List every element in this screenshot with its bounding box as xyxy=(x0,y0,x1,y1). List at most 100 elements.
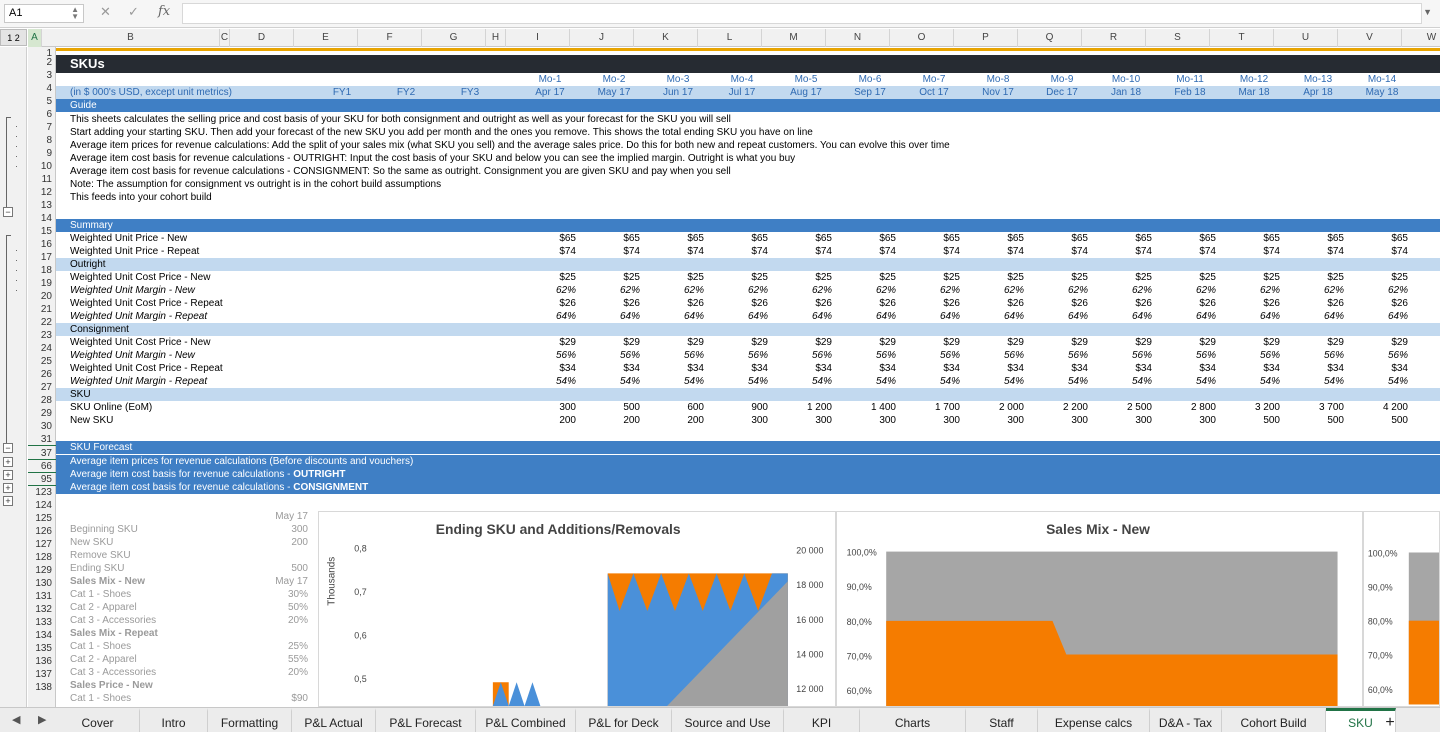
cell-value[interactable]: $29 xyxy=(559,337,576,348)
cell-value[interactable]: $74 xyxy=(1135,246,1152,257)
cell-value[interactable]: 64% xyxy=(811,311,832,322)
cell-value[interactable]: $26 xyxy=(559,298,576,309)
cell-value[interactable]: $65 xyxy=(1199,233,1216,244)
cell-value[interactable]: 900 xyxy=(751,402,768,413)
row-header-29[interactable]: 29 xyxy=(40,408,52,419)
cell-value[interactable]: 500 xyxy=(1263,415,1280,426)
row-header-5[interactable]: 5 xyxy=(46,96,52,107)
cell-value[interactable]: 1 700 xyxy=(934,402,960,413)
cell-value[interactable]: $34 xyxy=(751,363,768,374)
row-header-12[interactable]: 12 xyxy=(40,187,52,198)
cell-value[interactable]: 56% xyxy=(1003,350,1024,361)
sheet-tab[interactable]: Charts xyxy=(860,708,966,732)
cell-value[interactable]: $65 xyxy=(559,233,576,244)
row-header-66[interactable]: 66 xyxy=(28,460,56,473)
group-row-37[interactable]: Average item prices for revenue calculat… xyxy=(56,455,1440,468)
cell-value[interactable]: 56% xyxy=(1387,350,1408,361)
cell-value[interactable]: $65 xyxy=(751,233,768,244)
column-header-B[interactable]: B xyxy=(42,29,220,47)
cell-value[interactable]: $25 xyxy=(1391,272,1408,283)
row-header-26[interactable]: 26 xyxy=(40,369,52,380)
row-header-132[interactable]: 132 xyxy=(35,604,52,615)
cell-value[interactable]: $65 xyxy=(1391,233,1408,244)
column-header-J[interactable]: J xyxy=(570,29,634,47)
cell-value[interactable]: 54% xyxy=(1067,376,1088,387)
expand-group-button[interactable]: + xyxy=(3,457,13,467)
cell-value[interactable]: $74 xyxy=(623,246,640,257)
cell-value[interactable]: 64% xyxy=(1003,311,1024,322)
cell-value[interactable]: $65 xyxy=(1263,233,1280,244)
sheet-tab[interactable]: Intro xyxy=(140,708,208,732)
row-header-24[interactable]: 24 xyxy=(40,343,52,354)
cell-value[interactable]: $29 xyxy=(751,337,768,348)
expand-group-button[interactable]: + xyxy=(3,483,13,493)
cell-value[interactable]: 2 000 xyxy=(998,402,1024,413)
row-header-17[interactable]: 17 xyxy=(40,252,52,263)
sheet-tab[interactable]: Formatting xyxy=(208,708,292,732)
cell-value[interactable]: $25 xyxy=(1199,272,1216,283)
row-header-138[interactable]: 138 xyxy=(35,682,52,693)
cell-value[interactable]: 500 xyxy=(623,402,640,413)
worksheet-grid[interactable]: SKUs Mo-1 Mo-2 Mo-3 Mo-4 Mo-5 Mo-6 Mo-7 Mo-8 Mo-… xyxy=(56,47,1440,707)
cell-value[interactable]: $29 xyxy=(1135,337,1152,348)
cell-value[interactable]: 300 xyxy=(1199,415,1216,426)
cell-value[interactable]: $29 xyxy=(815,337,832,348)
cell-value[interactable]: 300 xyxy=(559,402,576,413)
row-header-21[interactable]: 21 xyxy=(40,304,52,315)
column-header-C[interactable]: C xyxy=(220,29,230,47)
cell-value[interactable]: 64% xyxy=(1067,311,1088,322)
cell-value[interactable]: 54% xyxy=(875,376,896,387)
add-sheet-button[interactable]: + xyxy=(1385,714,1395,731)
row-header-124[interactable]: 124 xyxy=(35,500,52,511)
chart-sales-mix-new[interactable]: Sales Mix - New 100,0% 90,0% 80,0% 70,0% 60,0… xyxy=(836,511,1363,707)
cell-value[interactable]: 54% xyxy=(1195,376,1216,387)
row-header-135[interactable]: 135 xyxy=(35,643,52,654)
cell-value[interactable]: $25 xyxy=(751,272,768,283)
cell-value[interactable]: 56% xyxy=(683,350,704,361)
cell-value[interactable]: $29 xyxy=(879,337,896,348)
cell-value[interactable]: 64% xyxy=(619,311,640,322)
cell-value[interactable]: 300 xyxy=(879,415,896,426)
column-header-Q[interactable]: Q xyxy=(1018,29,1082,47)
cell-value[interactable]: 54% xyxy=(1387,376,1408,387)
column-header-D[interactable]: D xyxy=(230,29,294,47)
row-header-95[interactable]: 95 xyxy=(28,473,56,486)
row-header-2[interactable]: 2 xyxy=(46,57,52,68)
row-header-125[interactable]: 125 xyxy=(35,513,52,524)
sheet-tab[interactable]: Staff xyxy=(966,708,1038,732)
cell-value[interactable]: 300 xyxy=(1071,415,1088,426)
row-header-10[interactable]: 10 xyxy=(40,161,52,172)
cell-value[interactable]: $74 xyxy=(1391,246,1408,257)
column-header-A[interactable]: A xyxy=(28,29,42,47)
cell-value[interactable]: 62% xyxy=(1387,285,1408,296)
row-header-127[interactable]: 127 xyxy=(35,539,52,550)
collapse-group-button[interactable]: − xyxy=(3,207,13,217)
cell-value[interactable]: 62% xyxy=(1067,285,1088,296)
cell-value[interactable]: 300 xyxy=(1007,415,1024,426)
cell-value[interactable]: $34 xyxy=(1391,363,1408,374)
side-value[interactable]: 30% xyxy=(287,589,308,600)
column-header-G[interactable]: G xyxy=(422,29,486,47)
cell-value[interactable]: $26 xyxy=(687,298,704,309)
side-value[interactable]: May 17 xyxy=(275,576,308,587)
cell-value[interactable]: $26 xyxy=(623,298,640,309)
cell-value[interactable]: 500 xyxy=(1391,415,1408,426)
cell-value[interactable]: $34 xyxy=(1263,363,1280,374)
cell-value[interactable]: 56% xyxy=(875,350,896,361)
column-header-U[interactable]: U xyxy=(1274,29,1338,47)
cell-value[interactable]: 54% xyxy=(1259,376,1280,387)
cell-value[interactable]: $29 xyxy=(623,337,640,348)
cell-value[interactable]: 64% xyxy=(683,311,704,322)
cell-value[interactable]: $29 xyxy=(1391,337,1408,348)
column-header-R[interactable]: R xyxy=(1082,29,1146,47)
cell-value[interactable]: 56% xyxy=(939,350,960,361)
cell-value[interactable]: 56% xyxy=(619,350,640,361)
cell-value[interactable]: 64% xyxy=(1259,311,1280,322)
confirm-icon[interactable]: ✓ xyxy=(128,4,139,19)
cell-value[interactable]: 62% xyxy=(1195,285,1216,296)
cell-value[interactable]: $74 xyxy=(687,246,704,257)
cell-value[interactable]: 64% xyxy=(1195,311,1216,322)
cell-value[interactable]: 62% xyxy=(747,285,768,296)
column-header-T[interactable]: T xyxy=(1210,29,1274,47)
cell-value[interactable]: 64% xyxy=(1387,311,1408,322)
